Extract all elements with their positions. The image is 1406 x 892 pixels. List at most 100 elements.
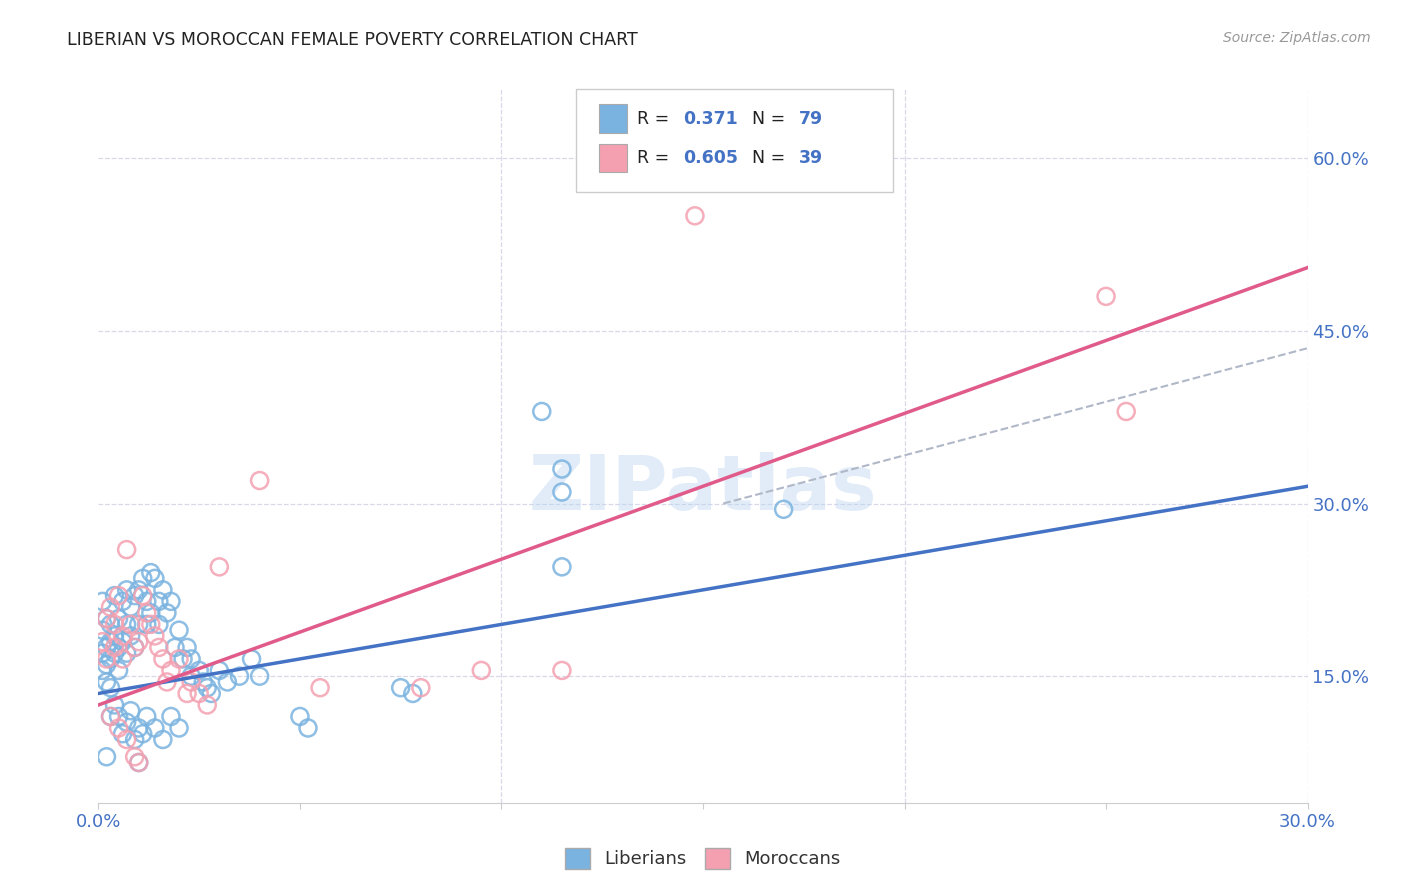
Point <box>172 652 194 666</box>
Point <box>124 589 146 603</box>
Point <box>128 756 150 770</box>
Text: N =: N = <box>752 149 792 167</box>
Text: 0.371: 0.371 <box>683 110 738 128</box>
Point <box>288 709 311 723</box>
Text: 79: 79 <box>799 110 823 128</box>
Point <box>115 715 138 730</box>
Point <box>96 612 118 626</box>
Point <box>91 664 114 678</box>
Point <box>551 485 574 500</box>
Point <box>163 640 186 655</box>
Point <box>180 652 202 666</box>
Point <box>217 675 239 690</box>
Point <box>208 664 231 678</box>
Point <box>96 652 118 666</box>
Point <box>100 681 122 695</box>
Point <box>103 698 125 712</box>
Point <box>160 594 183 608</box>
Point <box>96 657 118 672</box>
Text: 39: 39 <box>799 149 823 167</box>
Point <box>180 669 202 683</box>
Point <box>111 634 134 648</box>
Point <box>551 462 574 476</box>
Legend: Liberians, Moroccans: Liberians, Moroccans <box>558 840 848 876</box>
Point <box>120 704 142 718</box>
Point <box>128 634 150 648</box>
Point <box>124 640 146 655</box>
Point <box>470 664 492 678</box>
Point <box>91 623 114 637</box>
Point <box>188 686 211 700</box>
Point <box>152 652 174 666</box>
Point <box>91 646 114 660</box>
Point <box>103 646 125 660</box>
Point <box>135 606 157 620</box>
Point <box>115 582 138 597</box>
Point <box>551 559 574 574</box>
Point <box>148 617 170 632</box>
Point <box>115 732 138 747</box>
Point <box>143 571 166 585</box>
Point <box>167 623 190 637</box>
Point <box>120 629 142 643</box>
Point <box>195 698 218 712</box>
Point <box>115 617 138 632</box>
Point <box>402 686 425 700</box>
Text: N =: N = <box>752 110 792 128</box>
Point <box>208 559 231 574</box>
Point <box>135 709 157 723</box>
Point <box>139 566 162 580</box>
Point <box>96 675 118 690</box>
Point <box>188 664 211 678</box>
Point <box>249 669 271 683</box>
Point <box>100 600 122 615</box>
Point <box>132 727 155 741</box>
Point <box>167 721 190 735</box>
Point <box>124 640 146 655</box>
Point <box>152 732 174 747</box>
Point <box>160 664 183 678</box>
Point <box>103 629 125 643</box>
Point <box>100 617 122 632</box>
Text: R =: R = <box>637 110 675 128</box>
Point <box>228 669 250 683</box>
Point <box>132 571 155 585</box>
Point <box>96 749 118 764</box>
Point <box>103 617 125 632</box>
Point <box>249 474 271 488</box>
Point <box>156 606 179 620</box>
Point <box>143 629 166 643</box>
Point <box>160 709 183 723</box>
Point <box>107 721 129 735</box>
Point <box>156 675 179 690</box>
Point <box>132 589 155 603</box>
Point <box>200 686 222 700</box>
Point <box>100 709 122 723</box>
Point <box>683 209 706 223</box>
Point <box>103 589 125 603</box>
Text: R =: R = <box>637 149 675 167</box>
Text: ZIPatlas: ZIPatlas <box>529 452 877 525</box>
Point <box>389 681 412 695</box>
Point <box>100 709 122 723</box>
Point <box>111 727 134 741</box>
Point <box>96 640 118 655</box>
Point <box>297 721 319 735</box>
Point <box>148 640 170 655</box>
Point <box>115 542 138 557</box>
Point <box>107 664 129 678</box>
Point <box>176 640 198 655</box>
Point <box>135 617 157 632</box>
Point <box>128 721 150 735</box>
Point <box>128 756 150 770</box>
Point <box>152 582 174 597</box>
Point <box>128 582 150 597</box>
Text: 0.605: 0.605 <box>683 149 738 167</box>
Point <box>409 681 432 695</box>
Point <box>180 675 202 690</box>
Point <box>115 646 138 660</box>
Point <box>530 404 553 418</box>
Point <box>107 589 129 603</box>
Point <box>111 652 134 666</box>
Text: Source: ZipAtlas.com: Source: ZipAtlas.com <box>1223 31 1371 45</box>
